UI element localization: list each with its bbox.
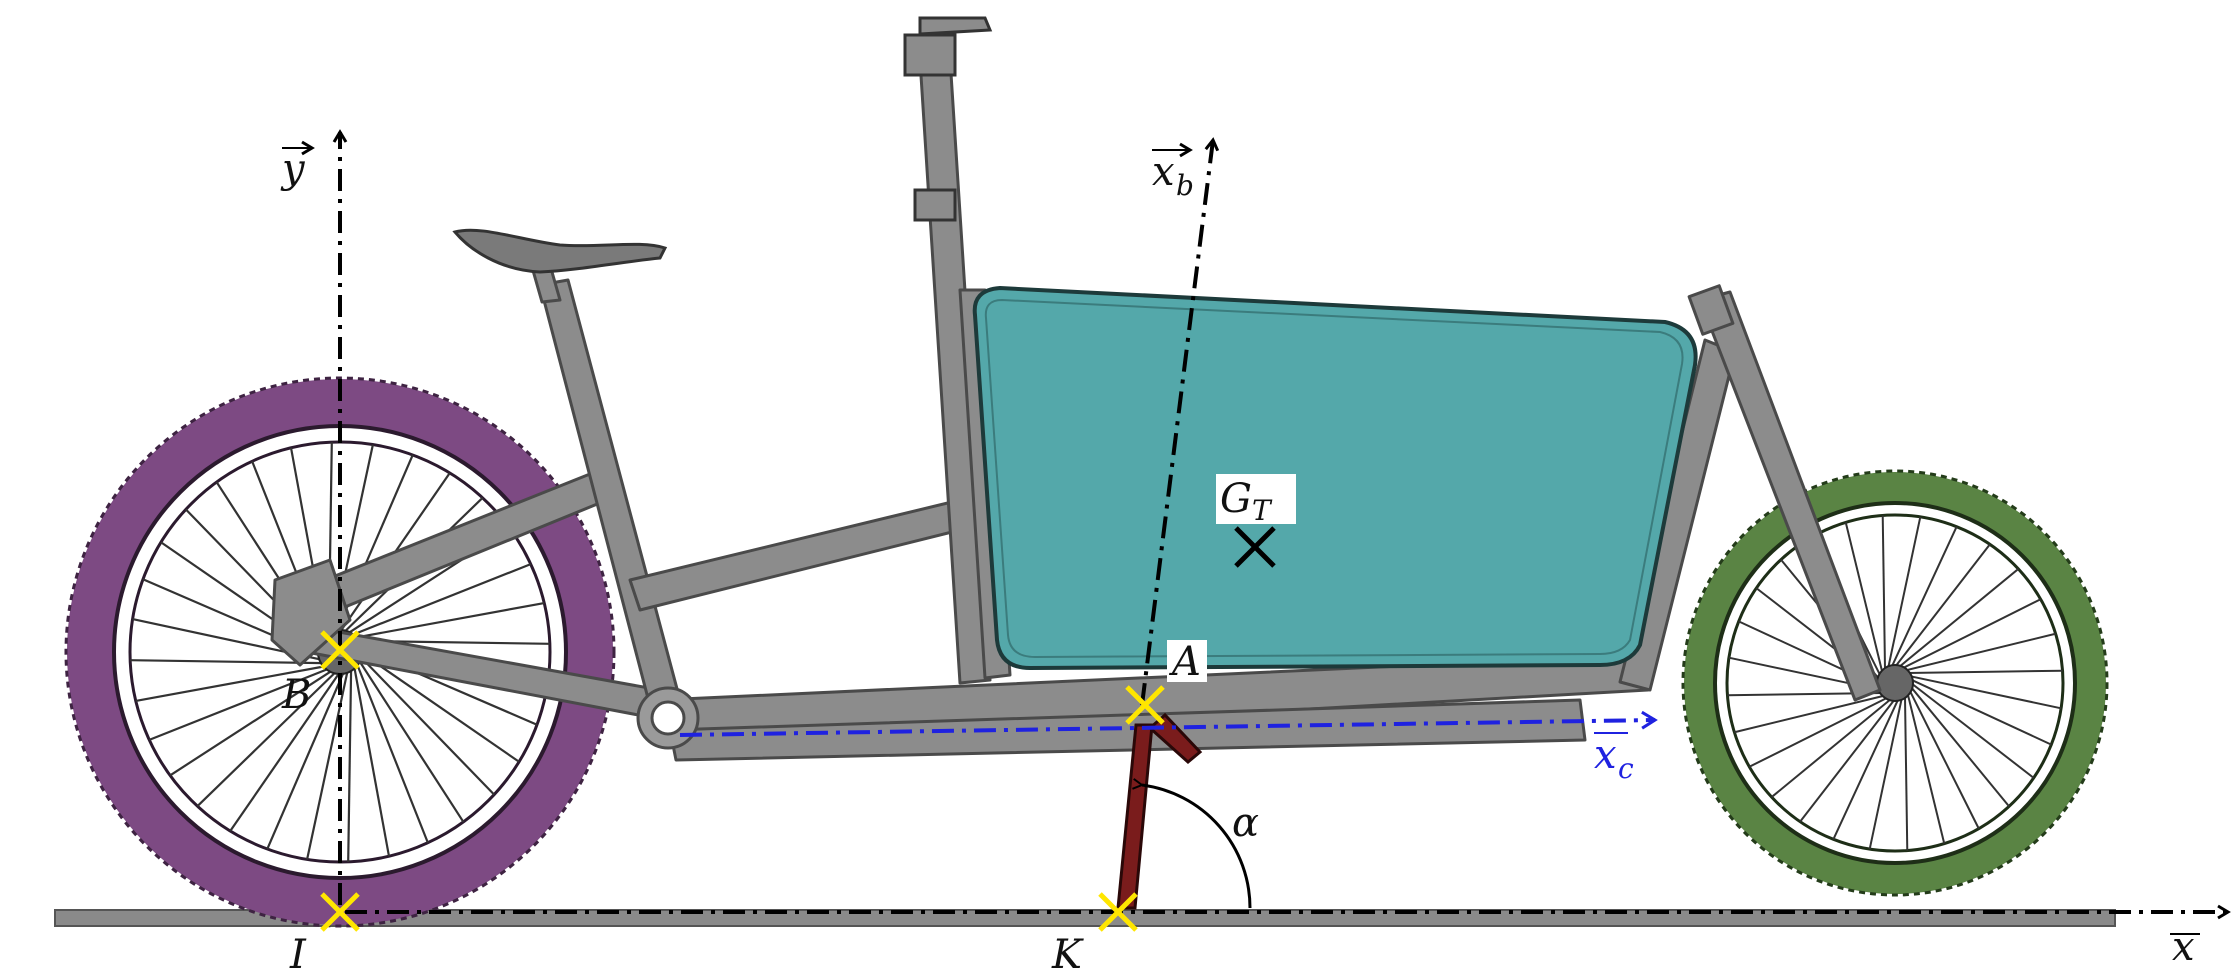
- spoke: [353, 665, 391, 857]
- label-GT: G T: [1216, 474, 1296, 527]
- axis-xc-label: x c: [1594, 732, 1634, 785]
- marker-I: [320, 892, 360, 932]
- cargo-box: [972, 285, 1698, 671]
- svg-text:b: b: [1176, 169, 1194, 202]
- axis-x-label: x: [2170, 924, 2200, 970]
- label-alpha: α: [1232, 800, 1259, 846]
- spoke: [1903, 695, 1909, 851]
- spoke: [1910, 678, 2052, 746]
- spoke: [1910, 682, 2035, 779]
- spoke: [1844, 522, 1884, 674]
- spoke: [1881, 515, 1887, 671]
- handlebar: [903, 16, 993, 222]
- spoke: [1890, 526, 1958, 668]
- svg-text:x: x: [2172, 924, 2195, 970]
- spoke: [1908, 689, 1980, 830]
- spoke: [359, 651, 520, 763]
- spoke: [306, 670, 349, 860]
- spoke: [1887, 516, 1922, 669]
- svg-text:A: A: [1168, 639, 1201, 685]
- alpha-arc: [1142, 785, 1252, 909]
- svg-text:T: T: [1252, 494, 1273, 527]
- spoke: [1771, 697, 1893, 798]
- spoke: [358, 655, 495, 796]
- spoke: [1907, 669, 2063, 675]
- spoke: [266, 671, 345, 850]
- marker-A: [1125, 685, 1165, 725]
- axis-xb-label: x b: [1152, 142, 1194, 202]
- spoke: [1897, 568, 2019, 669]
- spoke: [1909, 675, 2062, 710]
- saddle: [452, 228, 668, 274]
- spoke: [148, 667, 330, 741]
- spoke: [1799, 698, 1896, 823]
- axis-lines: [332, 129, 2231, 920]
- xc-axis: [679, 710, 1658, 737]
- spoke: [169, 669, 333, 777]
- marker-B: [320, 630, 360, 670]
- spoke: [350, 563, 532, 637]
- svg-text:G: G: [1220, 476, 1252, 522]
- spoke: [1904, 632, 2056, 672]
- spoke: [347, 668, 353, 862]
- spoke: [1901, 598, 2042, 670]
- label-K: K: [1051, 932, 1084, 975]
- label-A: A: [1167, 639, 1207, 685]
- spoke: [353, 601, 545, 639]
- svg-text:c: c: [1618, 752, 1634, 785]
- marker-GT: [1234, 526, 1276, 568]
- svg-text:y: y: [280, 146, 306, 192]
- point-markers: [320, 630, 1165, 932]
- spoke: [1868, 697, 1903, 850]
- spoke: [355, 662, 429, 844]
- front-wheel: [1681, 469, 2109, 897]
- spoke: [1906, 692, 1946, 844]
- spoke: [357, 659, 465, 823]
- svg-text:x: x: [1152, 149, 1175, 195]
- spoke: [1909, 685, 2010, 807]
- xb-axis: [1140, 137, 1220, 706]
- spoke: [1832, 698, 1900, 840]
- spoke: [1734, 694, 1886, 734]
- label-B: B: [281, 672, 311, 718]
- spoke: [229, 671, 341, 832]
- svg-text:x: x: [1594, 732, 1617, 778]
- spoke: [196, 670, 337, 807]
- spoke: [1894, 543, 1991, 668]
- axis-y-label: y: [280, 140, 315, 192]
- spoke: [1748, 696, 1889, 768]
- label-I: I: [289, 932, 307, 975]
- spoke: [135, 665, 327, 703]
- spoke: [130, 659, 324, 665]
- marker-K: [1098, 892, 1138, 932]
